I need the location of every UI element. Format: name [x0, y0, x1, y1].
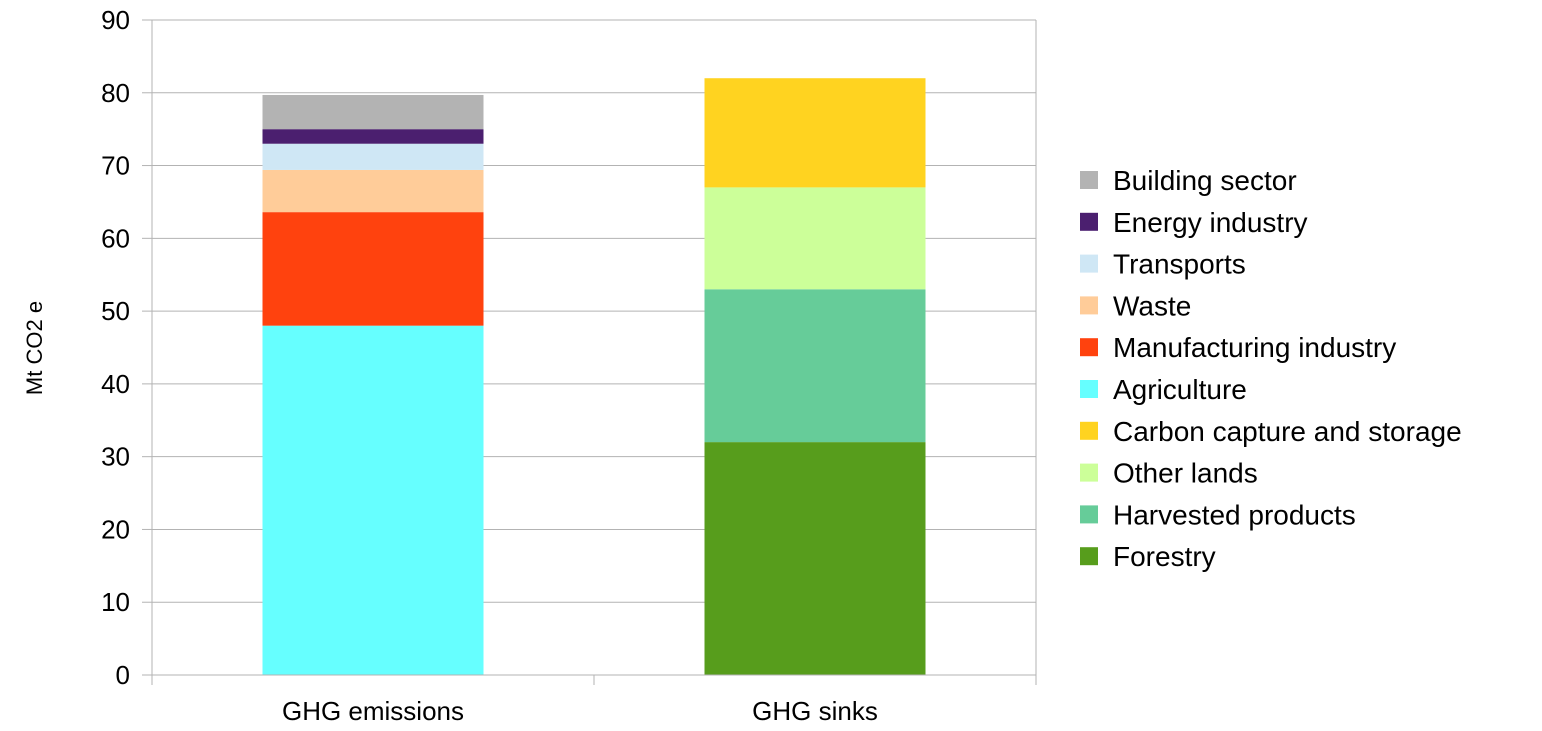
y-tick-label: 60	[101, 223, 130, 253]
y-tick-label: 90	[101, 5, 130, 35]
legend-label: Energy industry	[1113, 207, 1308, 238]
legend-swatch	[1080, 421, 1098, 440]
legend-swatch	[1080, 380, 1098, 398]
legend-label: Carbon capture and storage	[1113, 416, 1462, 447]
bar-segment	[262, 94, 484, 130]
legend-swatch	[1080, 547, 1098, 566]
bar-segment	[262, 325, 484, 675]
legend-swatch	[1080, 463, 1098, 482]
y-tick-label: 30	[101, 442, 130, 472]
legend-label: Other lands	[1113, 458, 1258, 489]
x-tick-label: GHG sinks	[752, 696, 878, 726]
y-tick-label: 70	[101, 151, 130, 181]
legend-label: Forestry	[1113, 541, 1216, 572]
legend-swatch	[1080, 212, 1098, 231]
legend-label: Manufacturing industry	[1113, 332, 1396, 363]
legend-swatch	[1080, 171, 1098, 189]
y-tick-label: 80	[101, 78, 130, 108]
legend: Building sector Energy industry Transports…	[1080, 165, 1462, 572]
axes: 0 10 20 30 40 50 60 70 80 90 GHG emissions GHG sink…	[101, 5, 1037, 726]
y-tick-label: 40	[101, 369, 130, 399]
x-tick-label: GHG emissions	[282, 696, 464, 726]
bars	[262, 78, 926, 675]
bar-segment	[704, 78, 926, 188]
legend-swatch	[1080, 254, 1098, 273]
legend-label: Waste	[1113, 290, 1191, 321]
y-tick-label: 20	[101, 514, 130, 544]
y-tick-label: 50	[101, 296, 130, 326]
bar-segment	[262, 143, 484, 170]
legend-label: Transports	[1113, 249, 1246, 280]
legend-swatch	[1080, 505, 1098, 524]
legend-swatch	[1080, 338, 1098, 357]
legend-swatch	[1080, 296, 1098, 315]
y-tick-label: 10	[101, 587, 130, 617]
bar-segment	[704, 289, 926, 443]
bar-segment	[704, 442, 926, 675]
y-tick-label: 0	[116, 660, 130, 690]
bar-segment	[704, 187, 926, 290]
bar-segment	[262, 169, 484, 213]
bar-segment	[262, 212, 484, 326]
bar-segment	[262, 129, 484, 144]
legend-label: Building sector	[1113, 165, 1297, 196]
legend-label: Harvested products	[1113, 499, 1356, 530]
y-axis-title: Mt CO2 e	[22, 301, 47, 395]
legend-label: Agriculture	[1113, 374, 1247, 405]
